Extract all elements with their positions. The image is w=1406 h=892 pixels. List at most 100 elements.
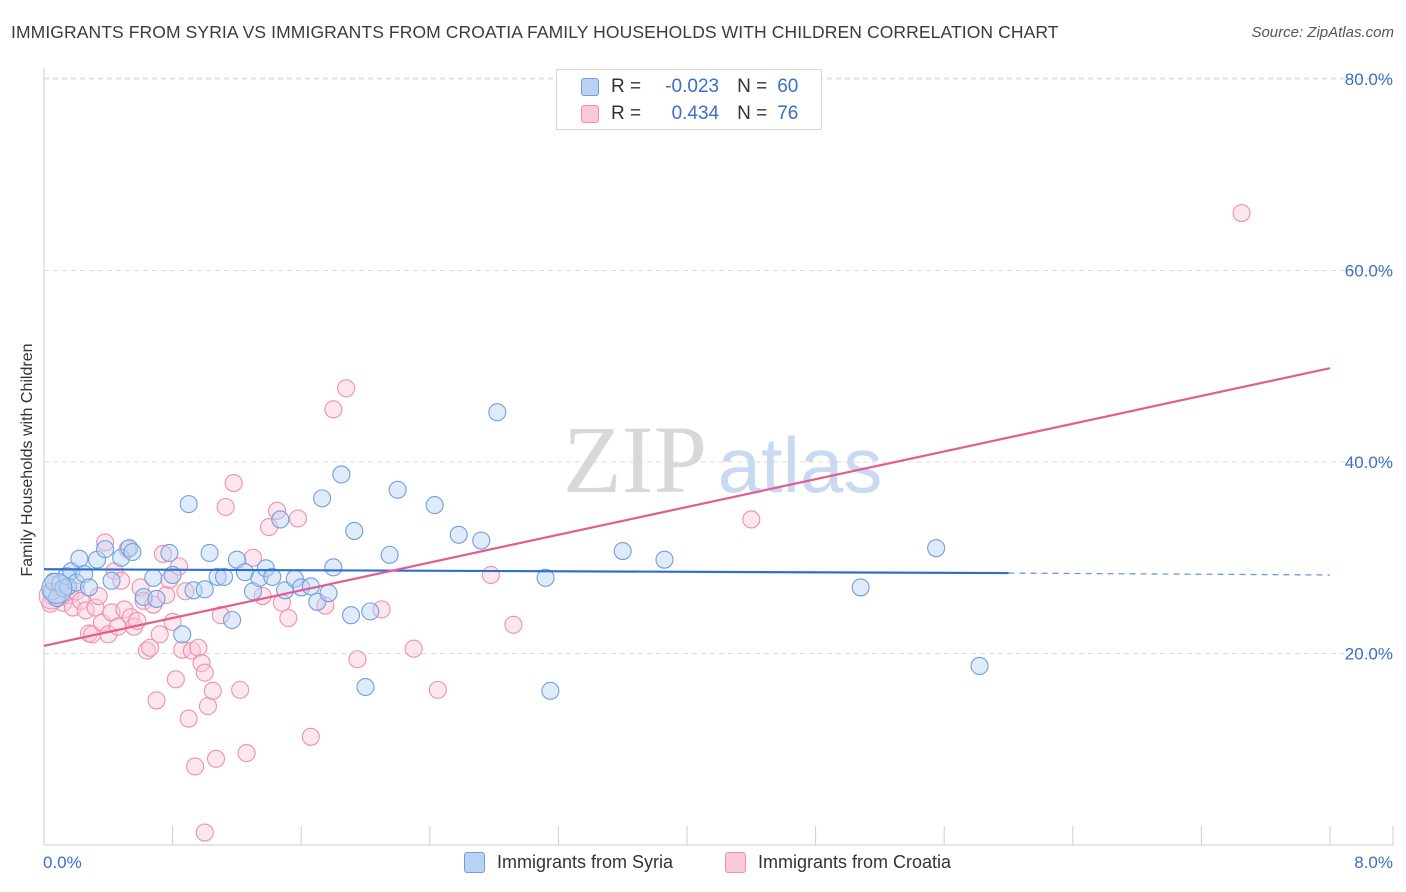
legend-item-syria[interactable]: Immigrants from Syria — [464, 852, 673, 873]
r-label: R = — [611, 76, 642, 97]
data-point — [356, 677, 375, 697]
series-legend: Immigrants from Syria Immigrants from Cr… — [0, 851, 1406, 877]
n-label: N = — [737, 76, 768, 97]
correlation-legend: R = -0.023 N = 60 R = 0.434 N = 76 — [556, 69, 822, 130]
data-point — [79, 578, 99, 597]
data-point — [271, 510, 290, 529]
data-point — [970, 656, 989, 675]
data-point — [288, 509, 308, 528]
data-point — [223, 610, 242, 630]
y-tick-label: 80.0% — [1345, 70, 1393, 89]
data-point — [613, 541, 632, 561]
data-point — [195, 580, 214, 599]
y-tick-label: 40.0% — [1345, 453, 1393, 472]
data-point — [206, 749, 226, 768]
data-point — [337, 379, 356, 398]
axes — [43, 68, 1394, 846]
r-label: R = — [611, 103, 642, 124]
legend-swatch-croatia — [725, 852, 746, 873]
source-label: Source: ZipAtlas.com — [1251, 24, 1394, 41]
data-point — [279, 609, 298, 628]
data-point — [341, 606, 361, 625]
legend-swatch-syria — [581, 78, 599, 96]
data-point — [372, 600, 391, 619]
data-point — [147, 691, 166, 710]
data-point — [173, 640, 192, 659]
data-point — [324, 400, 343, 419]
data-point — [504, 615, 523, 634]
data-point — [173, 625, 192, 644]
watermark: ZIP atlas — [563, 406, 882, 513]
data-point — [96, 533, 115, 552]
data-point — [153, 544, 173, 563]
data-point — [425, 496, 444, 515]
data-point — [195, 663, 214, 682]
data-point — [200, 543, 219, 563]
data-point — [388, 480, 407, 499]
data-point — [348, 650, 367, 669]
data-point — [179, 709, 198, 728]
data-point — [488, 403, 507, 422]
data-point — [150, 625, 169, 644]
data-point — [536, 568, 555, 587]
data-point — [404, 639, 423, 658]
legend-swatch-croatia — [581, 105, 599, 123]
data-point — [160, 570, 179, 589]
data-point — [927, 539, 946, 558]
data-point — [208, 567, 227, 586]
data-point — [141, 638, 160, 657]
y-axis-label: Family Households with Children — [19, 343, 36, 577]
data-point — [137, 641, 156, 660]
syria-series — [41, 403, 989, 700]
data-point — [112, 571, 131, 590]
data-point — [319, 584, 338, 603]
data-point — [144, 568, 163, 587]
data-point — [324, 558, 343, 577]
data-point — [166, 670, 185, 689]
data-point — [1232, 204, 1251, 223]
n-value-syria: 60 — [777, 76, 799, 97]
data-point — [332, 465, 351, 484]
data-point — [361, 602, 380, 621]
data-point — [655, 550, 674, 569]
trendline-syria — [43, 568, 1009, 575]
data-point — [198, 697, 218, 716]
data-point — [243, 548, 263, 567]
data-point — [345, 521, 364, 540]
data-point — [541, 681, 560, 700]
x-tick-min: 0.0% — [43, 853, 82, 872]
data-point — [70, 549, 89, 568]
data-point-cluster — [41, 572, 73, 604]
watermark-zip: ZIP — [563, 406, 707, 513]
trendline-syria-extrapolated — [1008, 572, 1331, 576]
legend-label-croatia: Immigrants from Croatia — [758, 852, 952, 872]
data-point — [195, 823, 214, 842]
x-tick-max: 8.0% — [1354, 853, 1393, 872]
legend-swatch-syria — [464, 852, 485, 873]
data-point — [313, 489, 332, 508]
data-point — [157, 586, 176, 605]
data-point — [481, 565, 500, 585]
data-point — [144, 595, 163, 614]
data-point — [102, 571, 121, 590]
data-point — [231, 680, 250, 699]
data-point — [380, 545, 399, 564]
chart-title: IMMIGRANTS FROM SYRIA VS IMMIGRANTS FROM… — [11, 22, 1059, 42]
legend-row-syria: R = -0.023 N = 60 — [581, 75, 798, 99]
data-point — [237, 744, 256, 763]
croatia-series — [38, 204, 1251, 842]
data-point — [449, 525, 468, 544]
data-point — [742, 510, 761, 529]
data-point — [472, 531, 491, 550]
trendline-croatia — [43, 367, 1331, 647]
legend-item-croatia[interactable]: Immigrants from Croatia — [725, 852, 951, 873]
n-label: N = — [737, 103, 768, 124]
data-point — [192, 654, 211, 673]
data-point — [131, 578, 150, 597]
data-point — [123, 542, 142, 562]
data-point — [851, 578, 870, 597]
r-value-croatia: 0.434 — [671, 103, 720, 124]
data-point — [115, 600, 134, 619]
data-point — [186, 757, 205, 776]
